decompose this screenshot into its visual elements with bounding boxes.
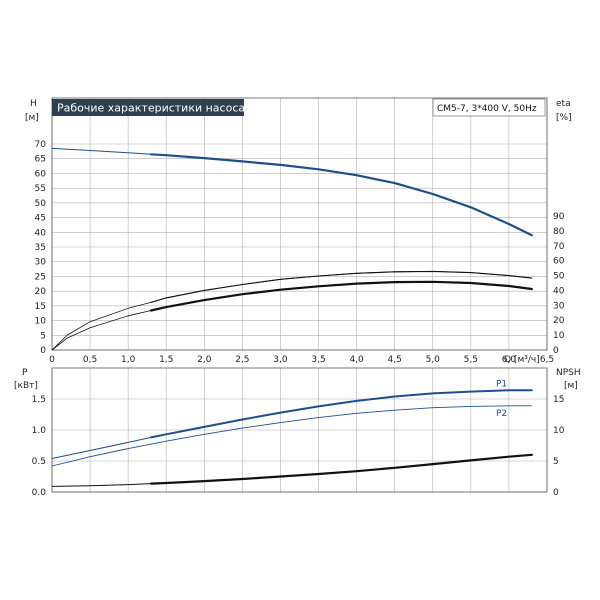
y-tick-label-right: 40: [553, 286, 565, 296]
x-tick-label: 0: [49, 355, 55, 365]
top-plot-frame: [51, 97, 548, 351]
bottom-series-1-thin: [51, 405, 532, 467]
bottom-series-2-thin: [51, 454, 532, 487]
top-series-2-bold: [149, 280, 533, 312]
x-tick-label: 6,0: [502, 355, 517, 365]
y-tick-label-left: 65: [35, 155, 46, 165]
npsh-tick-label: 5: [553, 457, 559, 467]
x-tick-label: 3,0: [273, 355, 288, 365]
y-tick-label-left: 10: [35, 317, 47, 327]
bottom-series-0-thin: [51, 389, 532, 459]
title-box: [52, 99, 244, 116]
y-tick-label-left: 25: [35, 272, 46, 282]
model-box: [432, 98, 546, 117]
y-axis-unit-p: [кВт]: [14, 381, 38, 391]
y-axis-unit-npsh: [м]: [564, 381, 578, 391]
x-tick-label: 2,0: [197, 355, 212, 365]
bottom-plot-frame: [51, 367, 548, 493]
y-tick-label-left: 40: [35, 228, 47, 238]
y-tick-label-left: 30: [35, 258, 47, 268]
y-axis-label-eta: eta: [556, 99, 571, 109]
y-axis-label-npsh: NPSH: [556, 368, 581, 378]
p-tick-label: 1.0: [32, 426, 47, 436]
x-tick-label: 0,5: [83, 355, 97, 365]
p-tick-label: 0.0: [32, 488, 47, 498]
bottom-series-0-bold: [150, 389, 533, 439]
bottom-series-2-bold: [149, 453, 533, 485]
y-tick-label-left: 45: [35, 214, 46, 224]
x-tick-label: 5,5: [464, 355, 478, 365]
series-label-p2: P2: [496, 409, 507, 419]
p-tick-label: 0.5: [32, 457, 46, 467]
top-series-0-bold: [149, 153, 533, 237]
x-tick-label: 5,0: [426, 355, 441, 365]
chart-title: Рабочие характеристики насоса: [57, 102, 245, 115]
y-tick-label-right: 90: [553, 212, 565, 222]
npsh-tick-label: 15: [553, 395, 564, 405]
top-series-0-thin: [51, 147, 533, 236]
x-tick-label: 6,5: [540, 355, 554, 365]
x-tick-label: 1,5: [159, 355, 173, 365]
top-series-1-bold: [150, 270, 533, 303]
y-tick-label-left: 0: [40, 346, 46, 356]
y-tick-label-left: 55: [35, 184, 46, 194]
y-tick-label-left: 15: [35, 302, 46, 312]
y-tick-label-left: 35: [35, 243, 46, 253]
y-tick-label-left: 70: [35, 140, 47, 150]
y-axis-label-p: P: [22, 368, 28, 378]
y-tick-label-right: 70: [553, 242, 565, 252]
y-axis-unit-h: [м]: [25, 113, 39, 123]
y-tick-label-right: 50: [553, 272, 565, 282]
x-axis-label: Q [м³/ч]: [504, 355, 540, 365]
p-tick-label: 1.5: [32, 395, 46, 405]
series-label-p1: P1: [496, 379, 507, 389]
y-tick-label-left: 50: [35, 199, 47, 209]
y-tick-label-right: 60: [553, 257, 565, 267]
x-tick-label: 2,5: [235, 355, 249, 365]
x-tick-label: 4,5: [388, 355, 402, 365]
top-series-2-thin: [51, 281, 532, 351]
y-tick-label-left: 60: [35, 169, 47, 179]
y-tick-label-left: 20: [35, 287, 47, 297]
x-tick-label: 1,0: [121, 355, 136, 365]
y-tick-label-left: 5: [40, 331, 46, 341]
x-tick-label: 4,0: [349, 355, 364, 365]
y-tick-label-right: 30: [553, 301, 565, 311]
y-tick-label-right: 80: [553, 227, 565, 237]
x-tick-label: 3,5: [311, 355, 325, 365]
model-label: CM5-7, 3*400 V, 50Hz: [437, 104, 537, 114]
y-tick-label-right: 10: [553, 331, 565, 341]
y-tick-label-right: 0: [553, 346, 559, 356]
y-axis-unit-eta: [%]: [556, 113, 572, 123]
npsh-tick-label: 10: [553, 426, 565, 436]
y-axis-label-h: H: [30, 99, 37, 109]
y-tick-label-right: 20: [553, 316, 565, 326]
npsh-tick-label: 0: [553, 488, 559, 498]
